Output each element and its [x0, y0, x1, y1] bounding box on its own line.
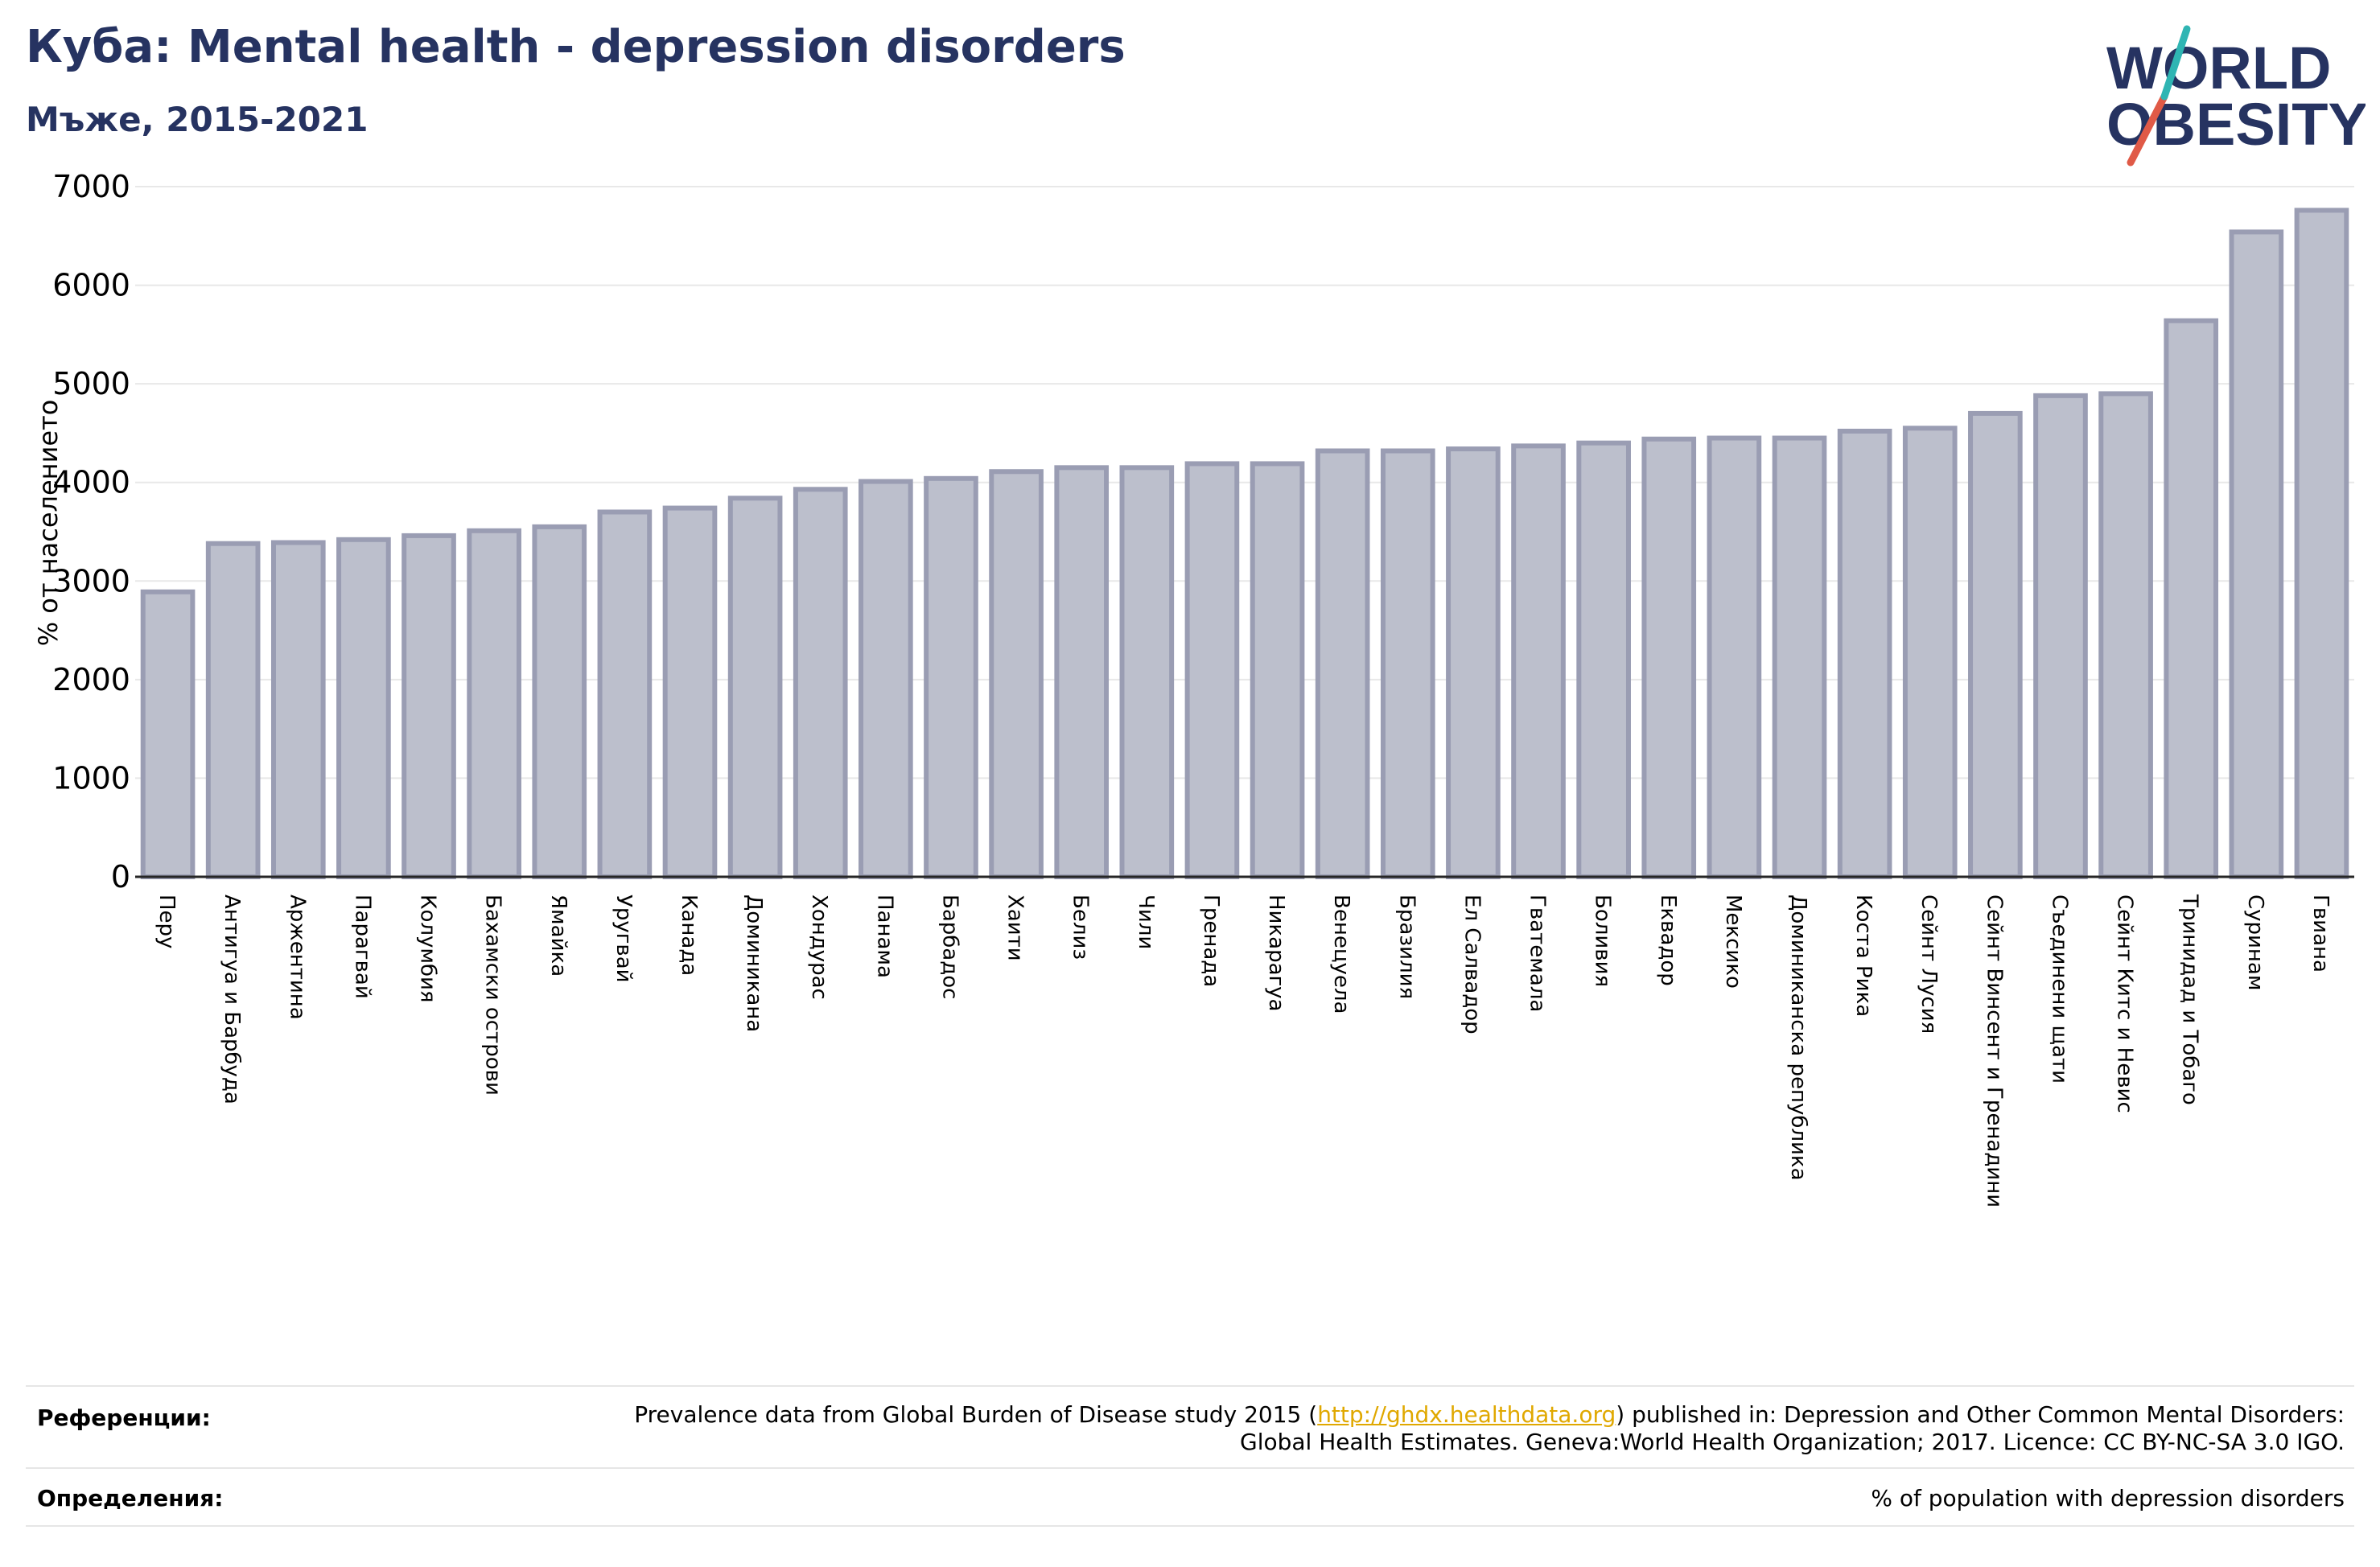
bar: [1380, 448, 1435, 879]
y-tick-label: 1000: [52, 760, 130, 796]
x-tick-label: Чили: [1134, 895, 1158, 949]
x-tick-label: Еквадор: [1656, 895, 1680, 986]
references-text: Prevalence data from Global Burden of Di…: [634, 1401, 2345, 1455]
x-tick-label: Венецуела: [1329, 895, 1353, 1014]
x-tick-label: Колумбия: [416, 895, 440, 1003]
x-tick-label: Гватемала: [1526, 895, 1550, 1012]
x-tick-label: Белиз: [1069, 895, 1093, 960]
x-tick-label: Хондурас: [807, 895, 831, 1000]
x-tick-label: Сейнт Винсент и Гренадини: [1982, 895, 2006, 1207]
bar: [1446, 446, 1501, 879]
bar: [727, 496, 783, 880]
bar: [467, 528, 521, 879]
y-tick-label: 3000: [52, 563, 130, 598]
bar: [1772, 435, 1827, 879]
x-tick-label: Суринам: [2243, 895, 2267, 991]
x-tick-label: Съединени щати: [2047, 895, 2071, 1084]
x-tick-label: Мексико: [1721, 895, 1745, 989]
x-tick-label: Аржентина: [285, 895, 309, 1020]
x-tick-label: Канада: [677, 895, 701, 976]
bar: [989, 469, 1044, 880]
definitions-label: Определения:: [37, 1485, 224, 1511]
bar: [1902, 426, 1958, 879]
chart-subtitle: Мъже, 2015-2021: [26, 100, 369, 139]
chart-title: Куба: Mental health - depression disorde…: [26, 21, 1126, 73]
bar: [1315, 448, 1370, 879]
references-link[interactable]: http://ghdx.healthdata.org: [1317, 1401, 1616, 1428]
x-tick-label: Боливия: [1591, 895, 1615, 987]
references-label: Референции:: [37, 1405, 211, 1431]
x-tick-label: Сейнт Китс и Невис: [2113, 895, 2137, 1113]
bar: [401, 533, 456, 879]
x-tick-label: Коста Рика: [1851, 895, 1876, 1017]
x-tick-label: Уругвай: [611, 895, 636, 983]
x-tick-label: Бразилия: [1394, 895, 1419, 999]
x-tick-label: Тринидад и Тобаго: [2178, 894, 2202, 1105]
bar: [1837, 428, 1892, 879]
x-tick-label: Ел Салвадор: [1460, 895, 1484, 1034]
bar: [1184, 461, 1240, 879]
y-tick-label: 5000: [52, 366, 130, 401]
bar: [1968, 410, 2023, 879]
footer-divider-bottom: [26, 1525, 2354, 1527]
bar: [1054, 465, 1110, 879]
bar: [2294, 208, 2349, 880]
bar: [1250, 461, 1305, 879]
y-tick-label: 4000: [52, 465, 130, 500]
x-tick-label: Гренада: [1199, 895, 1223, 987]
x-tick-label: Антигуа и Барбуда: [220, 895, 244, 1104]
x-tick-label: Доминикана: [742, 895, 766, 1032]
bar: [1641, 436, 1697, 879]
y-tick-label: 0: [111, 859, 130, 895]
x-tick-label: Гвиана: [2308, 895, 2333, 973]
x-tick-label: Сейнт Лусия: [1917, 895, 1941, 1034]
definitions-text: % of population with depression disorder…: [1871, 1485, 2345, 1511]
bar: [1707, 435, 1762, 879]
y-tick-label: 7000: [52, 169, 130, 204]
y-tick-label: 6000: [52, 268, 130, 303]
bar: [1576, 440, 1631, 879]
x-tick-label: Бахамски острови: [481, 895, 505, 1096]
x-tick-label: Ямайка: [546, 895, 570, 977]
x-tick-label: Хаити: [1003, 895, 1027, 961]
bar: [532, 524, 587, 879]
bar: [1119, 465, 1175, 879]
x-tick-label: Доминиканска република: [1786, 895, 1810, 1181]
bar: [662, 505, 718, 880]
bar: [270, 540, 326, 879]
bar: [597, 509, 653, 879]
footer-divider-top: [26, 1385, 2354, 1387]
logo-slash-teal: [2160, 25, 2191, 101]
bar: [2098, 391, 2153, 879]
bar-chart: 0 1000 2000 3000 4000 5000 6000 7000 Перу Антигуа…: [52, 169, 2354, 1207]
world-obesity-logo: WORLD OBESITY: [2106, 25, 2366, 167]
bar: [140, 589, 196, 879]
logo-slash-red: [2127, 93, 2168, 167]
bar: [2164, 318, 2219, 879]
y-tick-label: 2000: [52, 662, 130, 697]
x-tick-label: Перу: [154, 895, 179, 948]
logo-line1: WORLD: [2106, 35, 2332, 101]
bar: [793, 487, 848, 880]
x-tick-label: Панама: [872, 895, 896, 978]
bar: [2229, 229, 2284, 879]
bar: [859, 479, 913, 879]
footer-divider-middle: [26, 1467, 2354, 1469]
x-tick-label: Барбадос: [937, 895, 961, 999]
bar: [1511, 443, 1566, 879]
bar: [2033, 393, 2088, 879]
x-tick-label: Никарагуа: [1264, 895, 1288, 1012]
x-tick-label: Парагвай: [350, 895, 374, 999]
bar: [924, 475, 978, 879]
bar: [205, 541, 261, 879]
bar: [336, 537, 391, 879]
